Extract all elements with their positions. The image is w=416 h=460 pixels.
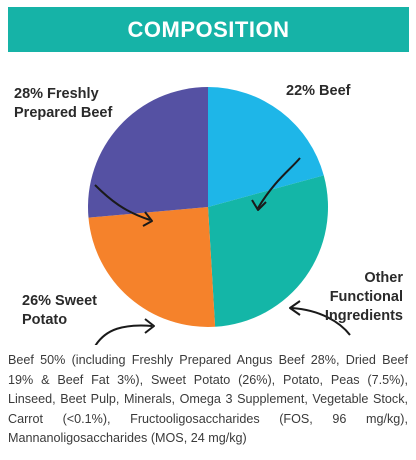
arrowhead-beef <box>251 199 267 211</box>
pie-slices <box>88 87 328 327</box>
label-arrows <box>94 157 351 345</box>
composition-header: COMPOSITION <box>8 7 409 52</box>
pie-slice-0 <box>208 87 324 207</box>
pie-slice-1 <box>208 175 328 327</box>
label-other-3: Ingredients <box>311 307 403 326</box>
label-fresh-line1: 28% Freshly <box>14 86 99 102</box>
arrowhead-fresh <box>142 211 153 227</box>
arrow-sweet <box>94 324 153 345</box>
arrow-fresh <box>94 184 151 221</box>
label-other-line1: Other <box>364 270 403 286</box>
label-fresh-line2: Prepared Beef <box>14 105 113 121</box>
ingredients-description: Beef 50% (including Freshly Prepared Ang… <box>8 353 408 446</box>
arrowhead-sweet <box>144 318 155 334</box>
pie-slice-3 <box>88 87 208 218</box>
label-sweet-line2: Potato <box>22 312 68 328</box>
arrow-beef <box>257 157 301 209</box>
label-sweet-line1: 26% Sweet <box>22 293 97 309</box>
label-other: Other <box>331 269 403 288</box>
label-sweet: 26% Sweet Potato <box>22 292 97 330</box>
composition-title: COMPOSITION <box>127 16 290 42</box>
arrow-other <box>291 307 351 336</box>
label-beef: 22% Beef <box>286 83 351 99</box>
label-other-line2: Functional <box>329 289 403 305</box>
pie-chart <box>88 87 351 345</box>
label-other-2: Functional <box>318 288 403 307</box>
label-other-line3: Ingredients <box>324 308 403 324</box>
label-fresh: 28% Freshly Prepared Beef <box>14 85 112 123</box>
pie-slice-2 <box>88 207 216 327</box>
arrowhead-other <box>289 300 301 316</box>
